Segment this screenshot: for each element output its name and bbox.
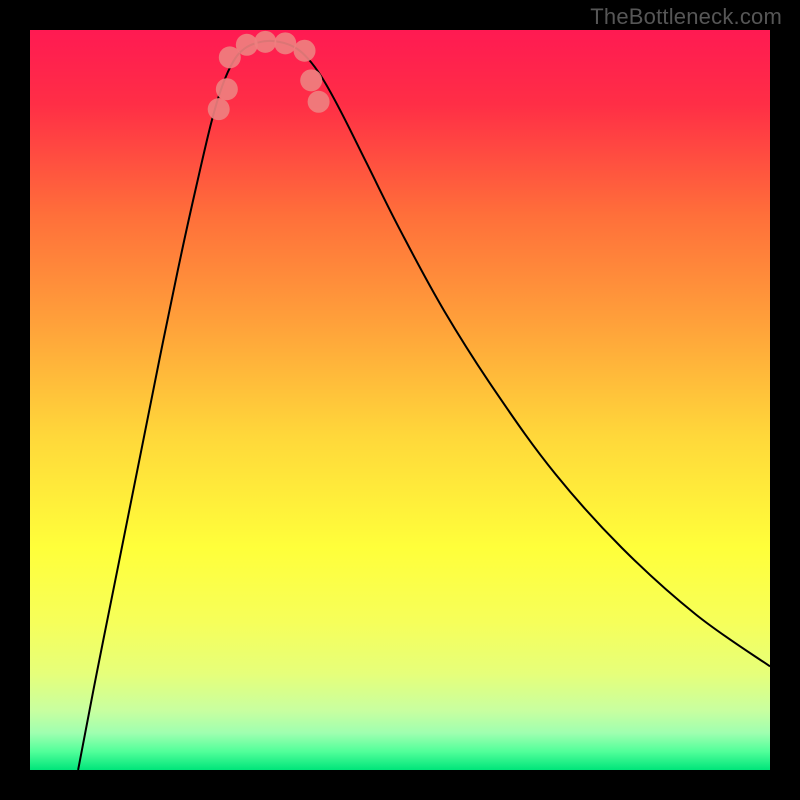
curve-marker bbox=[308, 91, 330, 113]
chart-area bbox=[30, 30, 770, 770]
curve-marker bbox=[300, 69, 322, 91]
curve-layer bbox=[30, 30, 770, 770]
bottleneck-curve bbox=[78, 41, 770, 770]
curve-marker bbox=[236, 34, 258, 56]
watermark-text: TheBottleneck.com bbox=[590, 4, 782, 30]
curve-marker bbox=[216, 78, 238, 100]
curve-marker bbox=[254, 31, 276, 53]
curve-marker bbox=[294, 40, 316, 62]
curve-marker bbox=[274, 32, 296, 54]
curve-marker bbox=[208, 98, 230, 120]
